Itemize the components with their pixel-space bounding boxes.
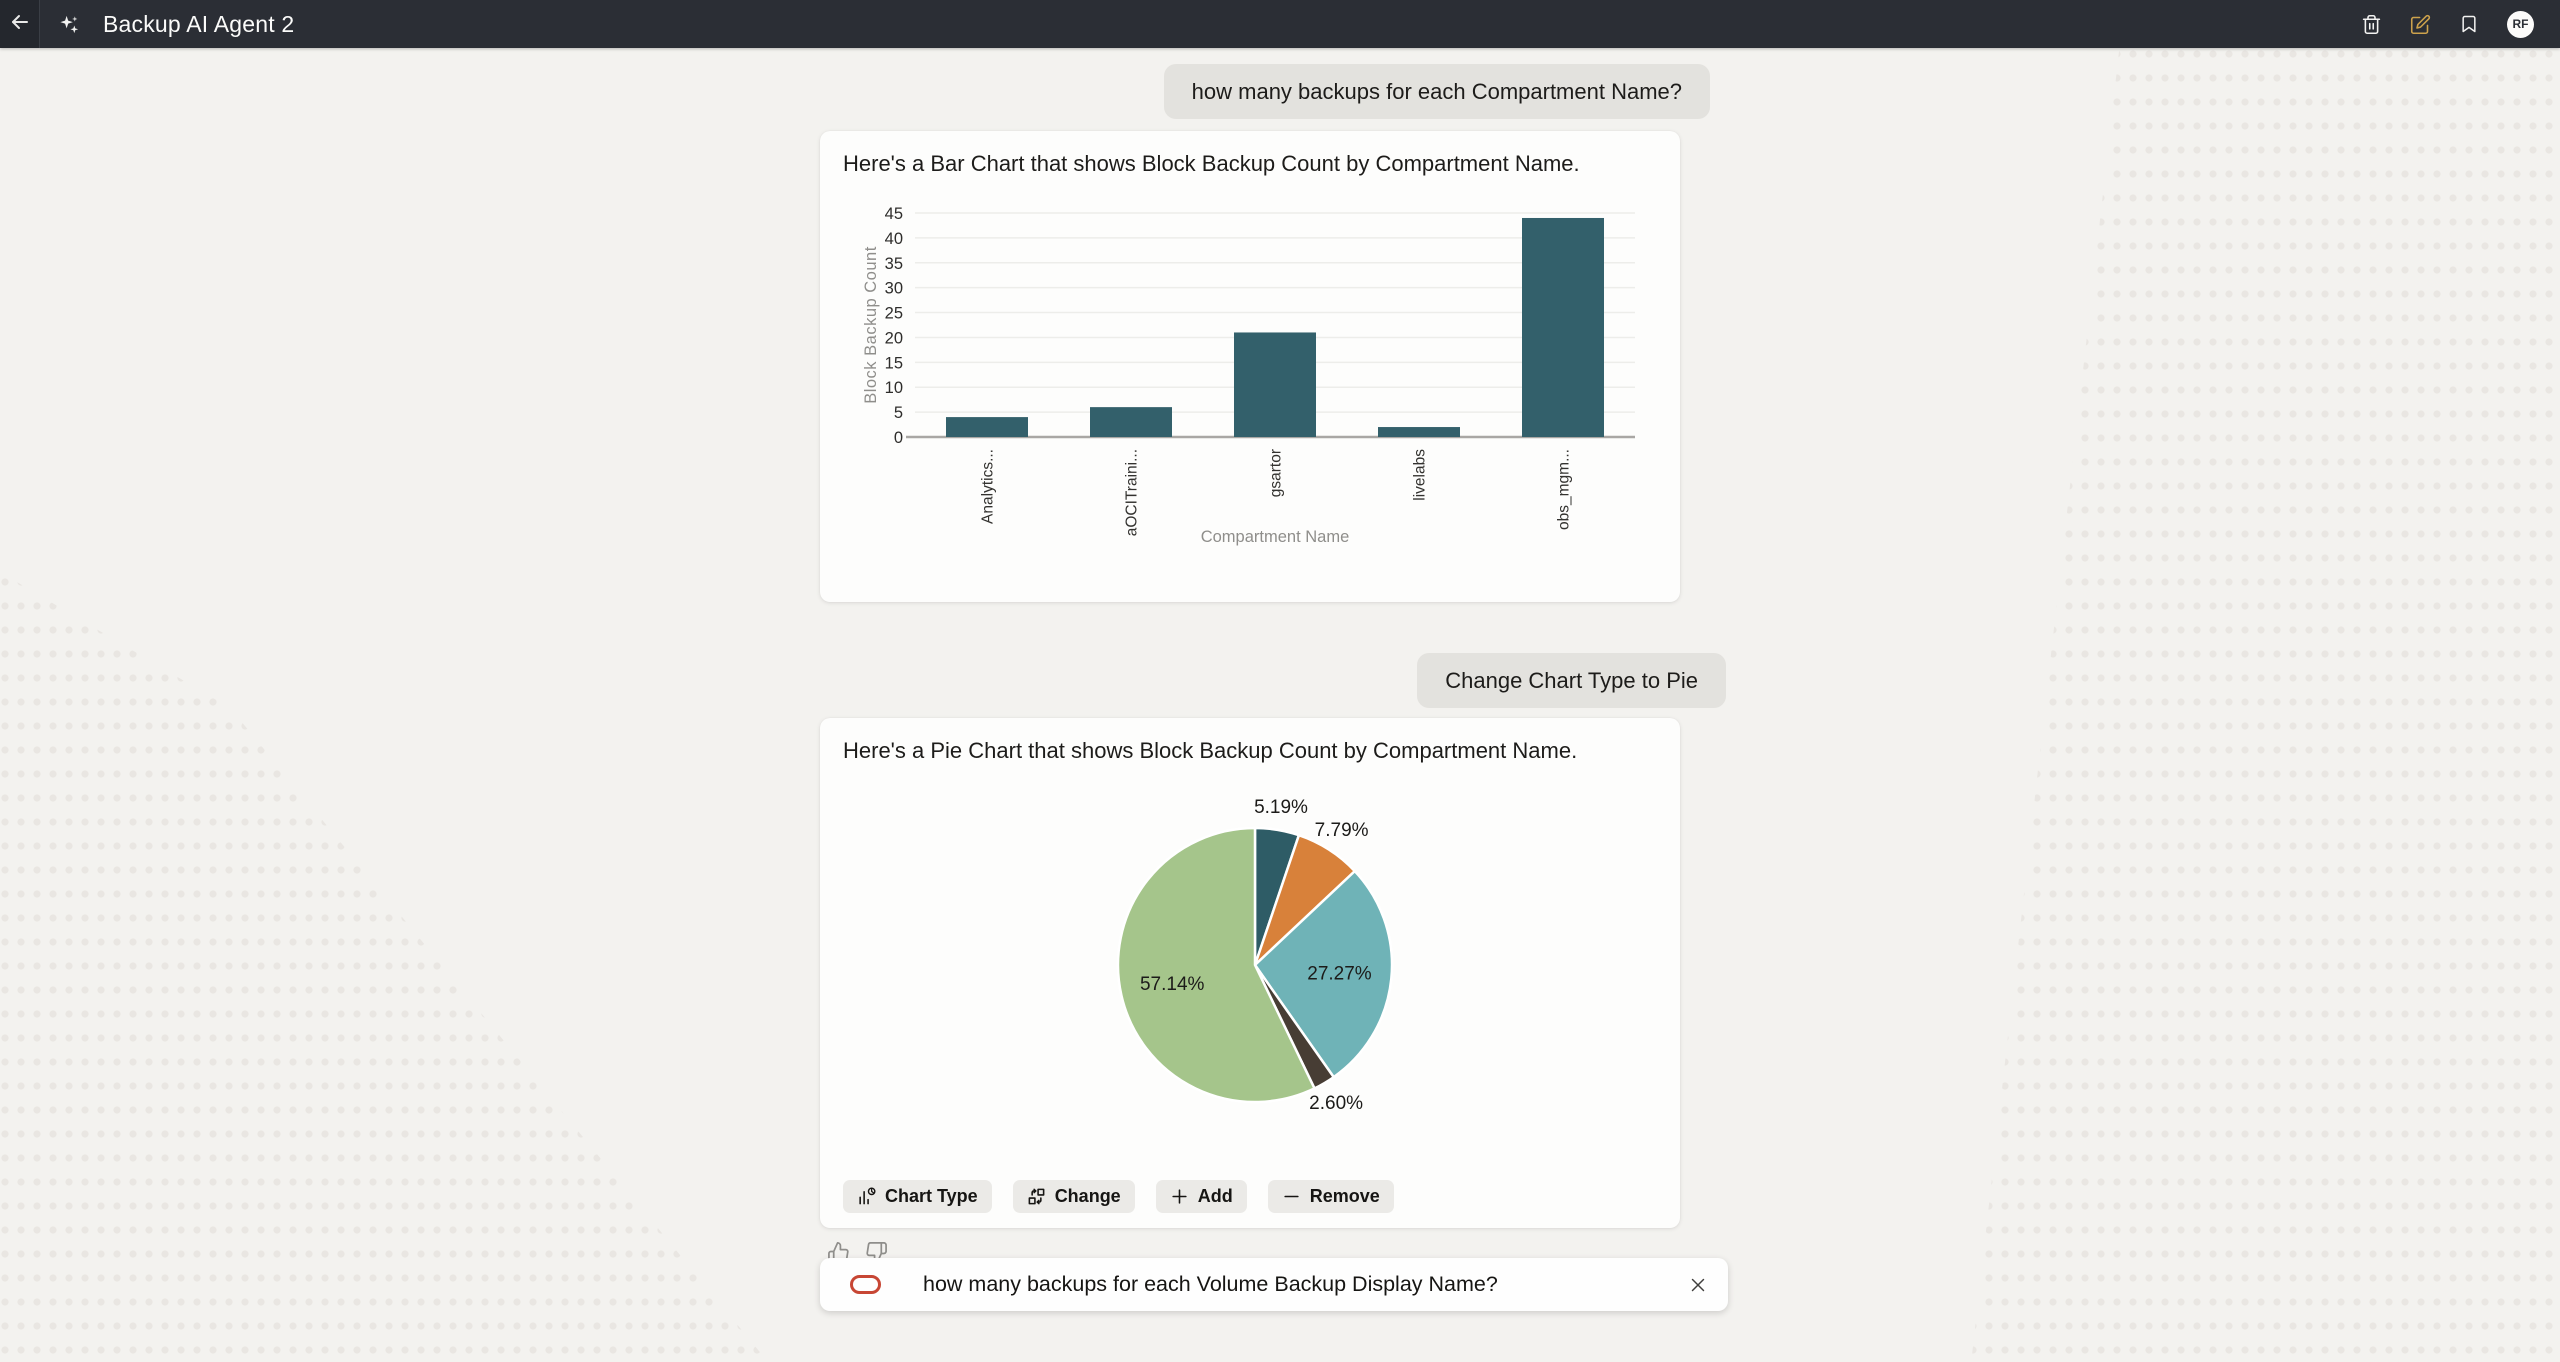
add-icon — [1170, 1187, 1189, 1206]
x-axis-title: Compartment Name — [1201, 528, 1350, 546]
pie-slice-label: 5.19% — [1254, 797, 1308, 818]
bookmark-button[interactable] — [2458, 13, 2480, 35]
agent-response-text: Here's a Pie Chart that shows Block Back… — [843, 738, 1578, 763]
y-tick-label: 25 — [885, 305, 903, 323]
user-avatar[interactable]: RF — [2507, 10, 2534, 38]
agent-response-card-pie: Here's a Pie Chart that shows Block Back… — [820, 718, 1680, 1228]
pie-slice-label: 27.27% — [1307, 964, 1372, 985]
app-header: Backup AI Agent 2 RF — [0, 0, 2560, 48]
back-arrow-icon — [8, 10, 32, 39]
y-axis-title: Block Backup Count — [862, 246, 880, 404]
y-tick-label: 20 — [885, 329, 903, 347]
y-tick-label: 0 — [894, 429, 903, 447]
y-tick-label: 10 — [885, 379, 903, 397]
change-button[interactable]: Change — [1012, 1180, 1135, 1213]
x-tick-label: livelabs — [1412, 449, 1429, 501]
oracle-logo-icon — [850, 1275, 881, 1294]
agent-response-text: Here's a Bar Chart that shows Block Back… — [843, 151, 1580, 176]
delete-conversation-button[interactable] — [2360, 13, 2382, 35]
user-message: Change Chart Type to Pie — [1417, 653, 1726, 708]
x-tick-label: gsartor — [1268, 449, 1285, 497]
message-composer — [820, 1258, 1728, 1311]
x-tick-label: aOCITraini... — [1124, 449, 1141, 536]
ai-sparkle-icon — [58, 13, 81, 36]
bar[interactable] — [1090, 407, 1172, 437]
pie-slice-label: 7.79% — [1315, 820, 1369, 841]
pie-slice-label: 57.14% — [1140, 974, 1205, 995]
add-button[interactable]: Add — [1155, 1180, 1247, 1213]
remove-icon — [1282, 1187, 1301, 1206]
x-tick-label: Analytics... — [980, 449, 997, 524]
bar[interactable] — [946, 417, 1028, 437]
back-button[interactable] — [0, 0, 40, 48]
pie-slice[interactable] — [1116, 826, 1316, 1104]
bar-chart: 0 5 10 15 20 25 30 35 40 45 Block Backup Count Anal… — [820, 176, 1680, 602]
user-message: how many backups for each Compartment Na… — [1163, 64, 1710, 119]
y-tick-label: 35 — [885, 255, 903, 273]
y-tick-label: 30 — [885, 280, 903, 298]
pie-slice-label: 2.60% — [1309, 1093, 1363, 1114]
bar[interactable] — [1234, 332, 1316, 437]
add-label: Add — [1197, 1186, 1233, 1206]
edit-compose-button[interactable] — [2409, 13, 2431, 35]
message-input[interactable] — [923, 1272, 1686, 1297]
agent-response-card-bar: Here's a Bar Chart that shows Block Back… — [820, 131, 1680, 602]
bar-chart-svg: 0 5 10 15 20 25 30 35 40 45 Block Backup Count Anal… — [862, 205, 1635, 546]
bar[interactable] — [1522, 217, 1604, 437]
y-tick-label: 45 — [885, 205, 903, 223]
y-tick-label: 15 — [885, 354, 903, 372]
chart-type-button[interactable]: Chart Type — [843, 1180, 992, 1213]
pie-chart: 5.19% 7.79% 27.27% 2.60% 57.14% — [820, 764, 1680, 1174]
x-tick-label: obs_mgm... — [1556, 449, 1573, 530]
remove-button[interactable]: Remove — [1267, 1180, 1394, 1213]
chart-type-label: Chart Type — [885, 1186, 978, 1206]
chart-type-icon — [857, 1187, 876, 1206]
bar[interactable] — [1378, 427, 1460, 437]
y-tick-label: 5 — [894, 404, 903, 422]
clear-input-button[interactable] — [1686, 1273, 1710, 1297]
change-icon — [1027, 1187, 1046, 1206]
pie-chart-svg: 5.19% 7.79% 27.27% 2.60% 57.14% — [1116, 797, 1394, 1114]
change-label: Change — [1054, 1186, 1121, 1206]
header-actions: RF — [2360, 10, 2560, 38]
page-title: Backup AI Agent 2 — [103, 10, 295, 37]
pie-slice[interactable] — [1253, 869, 1394, 1079]
remove-label: Remove — [1309, 1186, 1380, 1206]
chart-action-buttons: Chart Type Change Add Remove — [843, 1180, 1394, 1213]
y-tick-label: 40 — [885, 230, 903, 248]
